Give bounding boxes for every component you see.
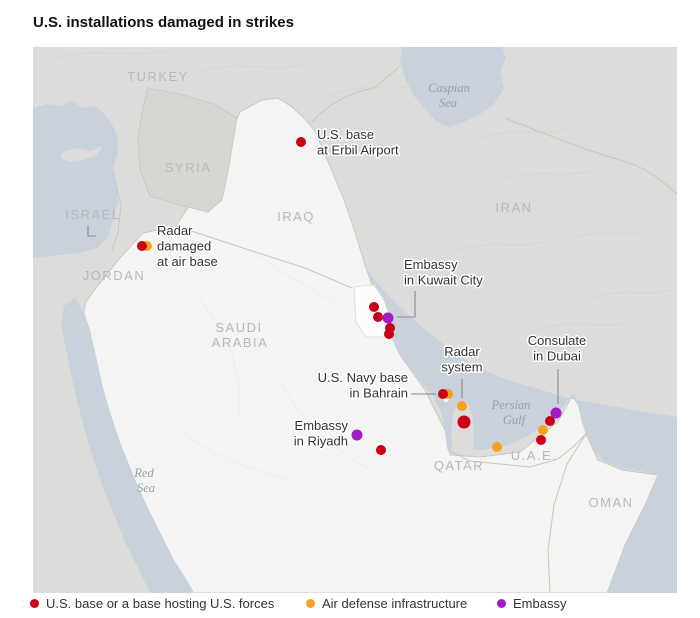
water-label: Sea <box>439 96 457 110</box>
water-label: Gulf <box>503 413 527 427</box>
air-defense-dot-icon <box>306 599 315 608</box>
air-defense-marker-dot <box>492 442 502 452</box>
country-label: TURKEY <box>127 69 189 84</box>
legend-item-us-base: U.S. base or a base hosting U.S. forces <box>30 596 274 611</box>
annotations: U.S. base at Erbil Airport Radar damaged at … <box>156 126 588 451</box>
dubai-consulate-label: Consulate in Dubai <box>528 333 587 364</box>
us-base-marker-dot <box>373 312 383 322</box>
map: TURKEY SYRIA ISRAEL JORDAN IRAQ IRAN SAUDI ARAB… <box>33 47 677 593</box>
kuwait-leader <box>397 291 416 318</box>
markers <box>137 137 562 455</box>
embassy-dot-icon <box>497 599 506 608</box>
legend-label: Air defense infrastructure <box>322 596 468 611</box>
us-base-marker-dot <box>457 415 471 429</box>
page-title: U.S. installations damaged in strikes <box>33 14 294 31</box>
us-base-marker-dot <box>137 241 147 251</box>
us-base-marker-dot <box>376 445 386 455</box>
us-base-dot-icon <box>30 599 39 608</box>
embassy-marker-dot <box>351 429 363 441</box>
map-svg: TURKEY SYRIA ISRAEL JORDAN IRAQ IRAN SAUDIARAB… <box>33 47 677 593</box>
seas <box>33 47 677 593</box>
legend-item-embassy: Embassy <box>497 596 566 611</box>
water-label: Caspian <box>428 81 470 95</box>
country-label: ARABIA <box>212 335 269 350</box>
country-label: U.A.E. <box>511 448 558 463</box>
cyprus-island <box>61 146 103 162</box>
country-label: QATAR <box>434 458 484 473</box>
water-label: Sea <box>137 481 155 495</box>
us-base-marker-dot <box>296 137 306 147</box>
legend: U.S. base or a base hosting U.S. forces … <box>0 596 700 616</box>
syria-region <box>137 87 238 213</box>
country-label: IRAQ <box>277 209 315 224</box>
country-label: ISRAEL <box>65 207 120 222</box>
radar-air-base-label: Radar damaged at air base <box>157 223 218 269</box>
country-label: IRAN <box>495 200 532 215</box>
country-label: JORDAN <box>83 268 145 283</box>
embassy-marker-dot <box>382 312 394 324</box>
us-base-marker-dot <box>536 435 546 445</box>
country-label: SAUDI <box>215 320 262 335</box>
mediterranean-sea <box>33 100 118 258</box>
legend-label: Embassy <box>513 596 567 611</box>
red-sea <box>61 298 194 593</box>
country-label: OMAN <box>589 495 634 510</box>
embassy-marker-dot <box>550 407 562 419</box>
air-defense-marker-dot <box>457 401 467 411</box>
water-label: Persian <box>491 398 531 412</box>
us-base-marker-dot <box>438 389 448 399</box>
air-defense-marker-dot <box>538 425 548 435</box>
riyadh-embassy-label: Embassy in Riyadh <box>294 418 349 449</box>
legend-label: U.S. base or a base hosting U.S. forces <box>46 596 275 611</box>
country-borders <box>111 67 677 593</box>
country-labels: TURKEY SYRIA ISRAEL JORDAN IRAQ IRAN SAUDIARAB… <box>65 69 634 510</box>
kuwait-embassy-label: Embassy in Kuwait City <box>404 257 483 288</box>
israel-pointer <box>87 226 96 237</box>
country-label: SYRIA <box>165 160 212 175</box>
radar-system-label: Radar system <box>441 344 482 375</box>
us-base-marker-dot <box>369 302 379 312</box>
terrain-relief <box>49 49 673 331</box>
caspian-sea <box>400 47 506 127</box>
legend-item-air-defense: Air defense infrastructure <box>306 596 467 611</box>
us-base-marker-dot <box>545 416 555 426</box>
persian-gulf <box>366 268 677 593</box>
bahrain-navy-base-label: U.S. Navy base in Bahrain <box>318 370 408 401</box>
leader-lines <box>87 226 559 404</box>
us-base-marker-dot <box>384 329 394 339</box>
erbil-base-label: U.S. base at Erbil Airport <box>317 127 399 158</box>
saudi-terrain-veins <box>179 249 373 481</box>
water-label: Red <box>133 466 154 480</box>
